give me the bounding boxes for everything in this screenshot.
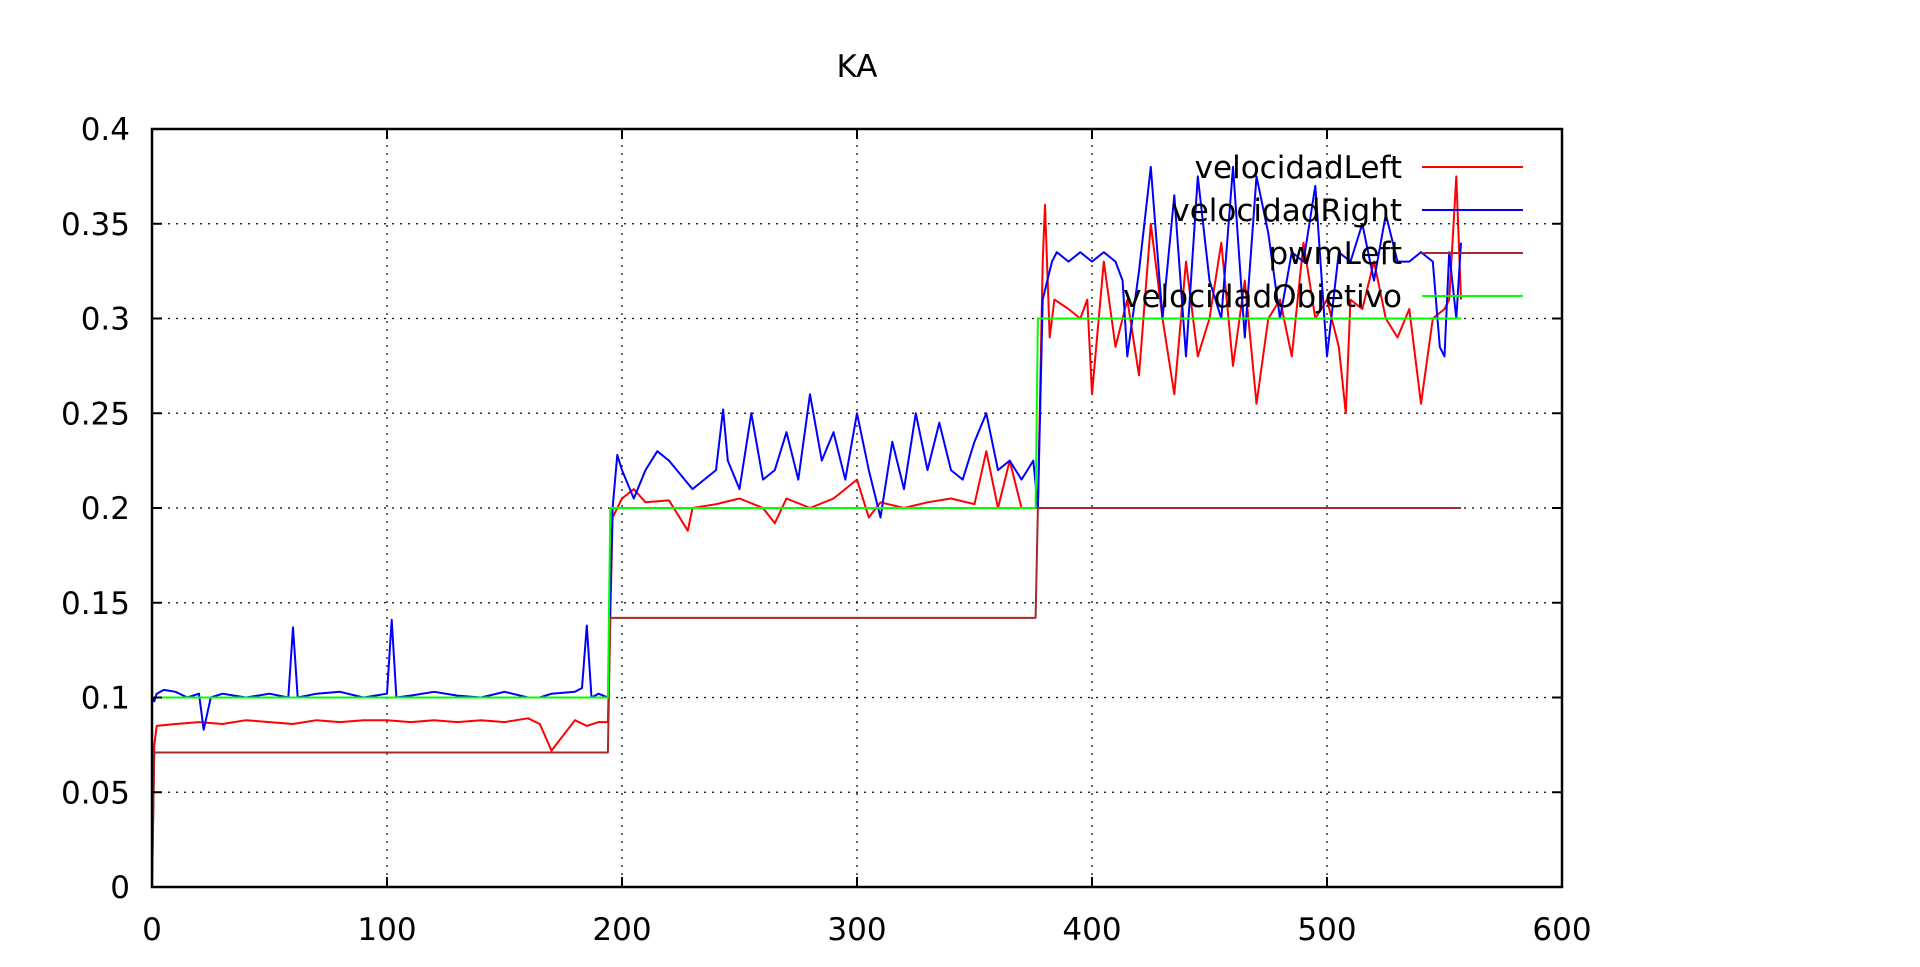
- x-tick-label: 100: [357, 912, 416, 948]
- chart-title: KA: [837, 49, 878, 85]
- y-tick-label: 0.1: [81, 681, 130, 717]
- legend-label: velocidadRight: [1171, 193, 1402, 229]
- series-line-pwmLeft: [151, 507, 1461, 888]
- legend-label: pwmLeft: [1268, 236, 1402, 272]
- x-tick-label: 500: [1297, 912, 1356, 948]
- x-tick-label: 300: [827, 912, 886, 948]
- y-tick-label: 0: [110, 870, 130, 906]
- x-tick-label: 200: [592, 912, 651, 948]
- x-tick-label: 600: [1532, 912, 1591, 948]
- y-tick-label: 0.2: [81, 491, 130, 527]
- y-tick-label: 0.3: [81, 302, 130, 338]
- y-tick-label: 0.35: [61, 207, 130, 243]
- legend: velocidadLeft velocidadRight pwmLeft veloci…: [1123, 150, 1523, 315]
- axis-ticks: 0 100 200 300 400 500 600 0 0.05 0.1 0.15 0.2 0.25 0.…: [61, 112, 1592, 948]
- y-tick-label: 0.4: [81, 112, 130, 148]
- legend-label: velocidadObjetivo: [1123, 279, 1402, 315]
- series-line-velocidadRight: [151, 165, 1462, 731]
- series-line-velocidadLeft: [151, 175, 1462, 888]
- y-tick-label: 0.05: [61, 775, 130, 811]
- x-tick-label: 0: [142, 912, 162, 948]
- y-tick-label: 0.15: [61, 586, 130, 622]
- legend-label: velocidadLeft: [1195, 150, 1402, 186]
- x-tick-label: 400: [1062, 912, 1121, 948]
- series-group: [151, 165, 1462, 888]
- y-tick-label: 0.25: [61, 396, 130, 432]
